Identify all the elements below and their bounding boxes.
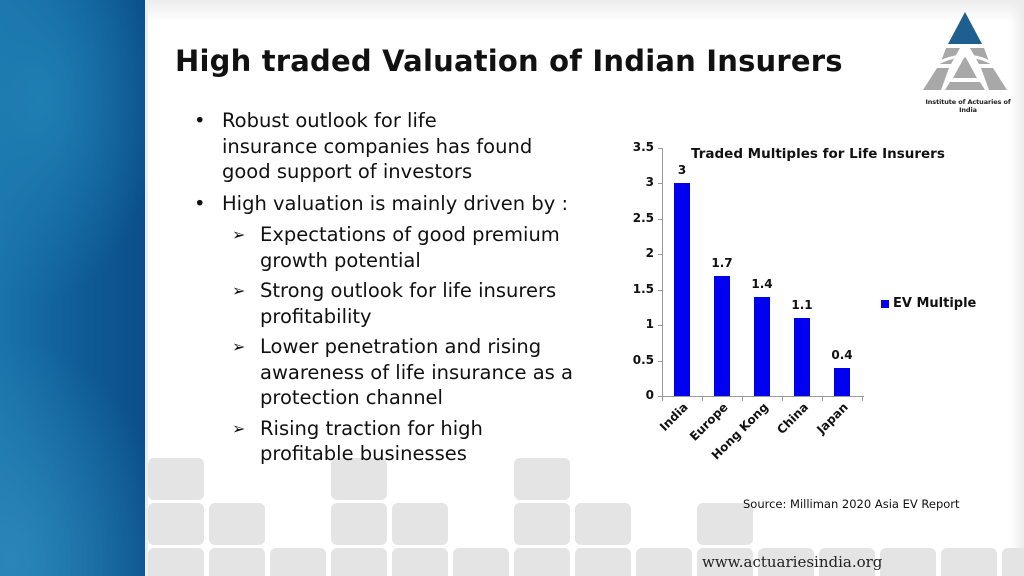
footer-website-link[interactable]: www.actuariesindia.org xyxy=(702,553,883,571)
bar-value-label: 1.4 xyxy=(751,276,773,291)
x-tick xyxy=(862,396,863,401)
bar-value-label: 1.1 xyxy=(791,298,813,313)
y-tick xyxy=(658,360,662,362)
legend-swatch-icon xyxy=(881,299,889,308)
y-tick xyxy=(658,148,662,149)
y-tick xyxy=(658,218,662,220)
bar-india xyxy=(674,183,690,396)
sub-bullet-item: ➢ Strong outlook for life insurers profi… xyxy=(190,278,590,329)
decorative-tile xyxy=(514,503,570,545)
top-shadow xyxy=(148,0,1024,22)
y-tick xyxy=(658,289,662,291)
y-tick xyxy=(658,183,662,185)
bar-chart: Traded Multiples for Life Insurers EV Mu… xyxy=(600,130,980,480)
decorative-tile xyxy=(209,503,265,545)
chart-legend: EV Multiple xyxy=(881,296,976,311)
bullet-text-line: awareness of life insurance as a xyxy=(260,360,573,384)
bullet-text-line: good support of investors xyxy=(222,160,473,183)
bar-china xyxy=(794,318,810,396)
arrow-bullet-icon: ➢ xyxy=(232,281,246,300)
bullet-text-line: Strong outlook for life insurers xyxy=(260,279,557,302)
decorative-tile xyxy=(392,548,448,576)
blue-sidebar-band xyxy=(0,0,145,576)
y-tick-label: 0 xyxy=(645,388,654,402)
x-tick xyxy=(702,396,703,401)
bar-value-label: 1.7 xyxy=(711,255,733,270)
sub-bullet-item: ➢ Rising traction for high profitable bu… xyxy=(190,416,590,467)
bullet-item: • Robust outlook for life insurance comp… xyxy=(190,108,590,185)
right-shadow xyxy=(1010,0,1024,576)
y-tick xyxy=(658,254,662,256)
sub-bullet-item: ➢ Lower penetration and rising awareness… xyxy=(190,334,590,411)
y-tick xyxy=(658,396,662,397)
bullet-item: • High valuation is mainly driven by : xyxy=(190,191,590,217)
y-tick-label: 3 xyxy=(645,175,654,190)
logo-caption: Institute of Actuaries of India xyxy=(925,98,1011,114)
y-tick-label: 2.5 xyxy=(632,210,654,225)
decorative-tile xyxy=(270,548,326,576)
decorative-tile xyxy=(209,548,265,576)
arrow-bullet-icon: ➢ xyxy=(232,418,246,438)
bullet-text-line: protection channel xyxy=(260,386,443,409)
y-tick-label: 3.5 xyxy=(632,140,654,154)
bar-value-label: 3 xyxy=(677,163,687,178)
decorative-tile xyxy=(575,548,631,576)
sub-bullet-item: ➢ Expectations of good premium growth po… xyxy=(190,222,590,273)
bar-europe xyxy=(714,275,730,396)
bar-japan xyxy=(834,367,850,396)
decorative-tile xyxy=(148,503,204,545)
y-tick-label: 1.5 xyxy=(632,281,654,296)
x-category-label: Japan xyxy=(814,400,851,437)
chart-title: Traded Multiples for Life Insurers xyxy=(691,146,945,162)
decorative-tile xyxy=(148,548,204,576)
bullet-text-line: Expectations of good premium xyxy=(260,223,560,246)
decorative-tile xyxy=(880,548,936,576)
x-tick xyxy=(662,396,663,401)
bullet-text-line: High valuation is mainly driven by : xyxy=(222,191,569,215)
decorative-tile xyxy=(575,503,631,545)
y-tick xyxy=(658,325,662,327)
slide-title: High traded Valuation of Indian Insurers xyxy=(175,44,843,78)
bullet-dot-icon: • xyxy=(194,191,206,215)
bullet-dot-icon: • xyxy=(194,109,206,132)
bar-hong-kong xyxy=(754,296,770,396)
x-axis xyxy=(662,396,864,397)
institute-of-actuaries-logo-icon xyxy=(923,12,1007,90)
y-axis xyxy=(662,148,663,397)
decorative-tile xyxy=(636,548,692,576)
arrow-bullet-icon: ➢ xyxy=(232,337,246,356)
y-tick-label: 0.5 xyxy=(632,352,654,367)
bullet-text-line: Robust outlook for life xyxy=(222,109,437,132)
sidebar-edge xyxy=(145,0,148,576)
bullet-text-line: insurance companies has found xyxy=(222,134,533,158)
bullet-text-line: Lower penetration and rising xyxy=(260,335,542,358)
source-note: Source: Milliman 2020 Asia EV Report xyxy=(743,497,960,511)
x-category-label: India xyxy=(656,400,691,434)
x-tick xyxy=(742,396,743,401)
y-tick-label: 1 xyxy=(645,317,654,332)
x-tick xyxy=(782,396,783,401)
bullet-list: • Robust outlook for life insurance comp… xyxy=(190,108,590,472)
decorative-tile xyxy=(453,548,509,576)
decorative-tile xyxy=(331,503,387,545)
bar-value-label: 0.4 xyxy=(831,347,853,362)
y-tick-label: 2 xyxy=(645,246,654,261)
bullet-text-line: profitability xyxy=(260,304,372,328)
decorative-tile xyxy=(392,503,448,545)
decorative-tile xyxy=(331,548,387,576)
decorative-tile xyxy=(514,548,570,576)
legend-label: EV Multiple xyxy=(893,296,977,311)
x-tick xyxy=(822,396,823,401)
bullet-text-line: growth potential xyxy=(260,248,421,272)
arrow-bullet-icon: ➢ xyxy=(232,225,246,244)
bullet-text-line: Rising traction for high xyxy=(260,416,483,440)
bullet-text-line: profitable businesses xyxy=(260,442,467,465)
x-category-label: China xyxy=(774,400,812,437)
decorative-tile xyxy=(941,548,997,576)
